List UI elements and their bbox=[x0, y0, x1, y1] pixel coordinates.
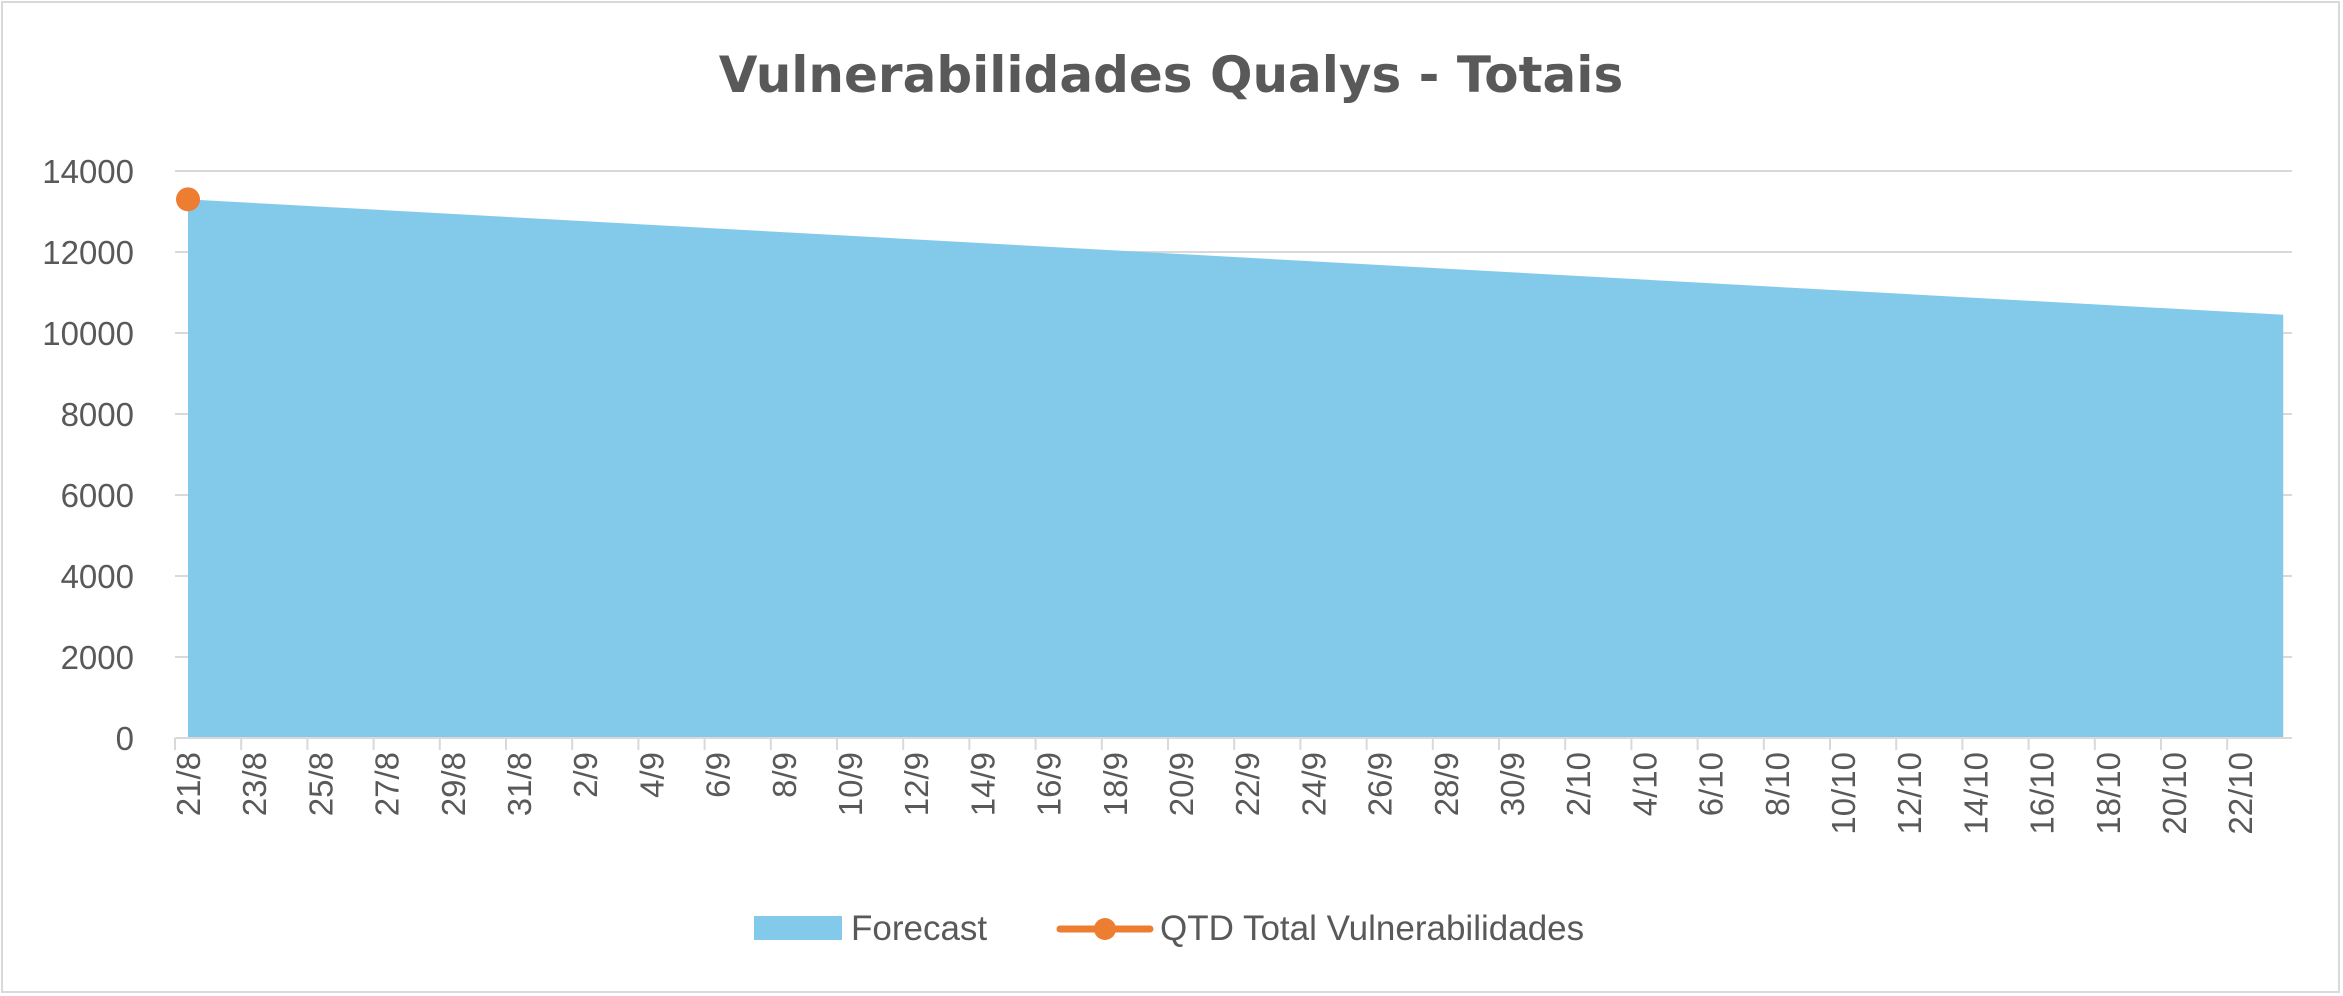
legend-swatch-forecast bbox=[754, 916, 842, 940]
x-tick-label: 16/9 bbox=[1031, 752, 1068, 816]
legend-swatch-qtd-marker bbox=[1094, 918, 1116, 940]
x-tick-label: 22/10 bbox=[2222, 752, 2259, 835]
x-tick-label: 6/10 bbox=[1693, 752, 1730, 816]
legend-label-forecast: Forecast bbox=[851, 909, 987, 948]
x-tick-label: 31/8 bbox=[501, 752, 538, 816]
x-tick-label: 6/9 bbox=[700, 752, 737, 798]
legend-label-qtd: QTD Total Vulnerabilidades bbox=[1160, 909, 1584, 948]
x-tick-label: 25/8 bbox=[302, 752, 339, 816]
y-tick-label: 4000 bbox=[61, 558, 134, 595]
x-tick-label: 18/9 bbox=[1097, 752, 1134, 816]
x-tick-label: 8/9 bbox=[766, 752, 803, 798]
x-tick-label: 21/8 bbox=[170, 752, 207, 816]
x-tick-label: 20/10 bbox=[2156, 752, 2193, 835]
x-tick-label: 10/9 bbox=[832, 752, 869, 816]
x-tick-label: 24/9 bbox=[1295, 752, 1332, 816]
forecast-area bbox=[188, 199, 2284, 739]
x-tick-label: 8/10 bbox=[1759, 752, 1796, 816]
qtd-data-point bbox=[176, 187, 200, 212]
forecast-area-layer bbox=[188, 199, 2284, 739]
x-tick-label: 30/9 bbox=[1494, 752, 1531, 816]
y-tick-label: 14000 bbox=[42, 153, 134, 190]
x-tick-label: 16/10 bbox=[2024, 752, 2061, 835]
chart-title: Vulnerabilidades Qualys - Totais bbox=[719, 46, 1623, 104]
x-tick-label: 12/9 bbox=[898, 752, 935, 816]
x-tick-label: 26/9 bbox=[1362, 752, 1399, 816]
x-tick-label: 4/9 bbox=[633, 752, 670, 798]
y-tick-label: 8000 bbox=[61, 396, 134, 433]
legend: Forecast QTD Total Vulnerabilidades bbox=[754, 909, 1584, 948]
actual-points-layer bbox=[176, 187, 200, 212]
x-tick-label: 2/10 bbox=[1560, 752, 1597, 816]
y-tick-label: 12000 bbox=[42, 234, 134, 271]
x-tick-label: 10/10 bbox=[1825, 752, 1862, 835]
x-tick-label: 12/10 bbox=[1891, 752, 1928, 835]
x-tick-label: 18/10 bbox=[2090, 752, 2127, 835]
x-tick-label: 23/8 bbox=[236, 752, 273, 816]
y-tick-label: 0 bbox=[116, 720, 134, 757]
x-tick-label: 28/9 bbox=[1428, 752, 1465, 816]
x-axis: 21/8 23/8 25/8 27/8 29/8 31/8 2/9 4/9 6/9 8/9 10/9… bbox=[170, 737, 2292, 835]
x-tick-label: 29/8 bbox=[435, 752, 472, 816]
y-tick-label: 2000 bbox=[61, 639, 134, 676]
y-axis: 0 2000 4000 6000 8000 10000 12000 14000 bbox=[42, 153, 134, 757]
x-tick-label: 22/9 bbox=[1229, 752, 1266, 816]
x-tick-label: 4/10 bbox=[1626, 752, 1663, 816]
x-tick-label: 20/9 bbox=[1163, 752, 1200, 816]
y-tick-label: 6000 bbox=[61, 477, 134, 514]
x-tick-label: 14/10 bbox=[1957, 752, 1994, 835]
x-tick-label: 2/9 bbox=[567, 752, 604, 798]
x-tick-label: 27/8 bbox=[369, 752, 406, 816]
x-tick-label: 14/9 bbox=[964, 752, 1001, 816]
y-tick-label: 10000 bbox=[42, 315, 134, 352]
